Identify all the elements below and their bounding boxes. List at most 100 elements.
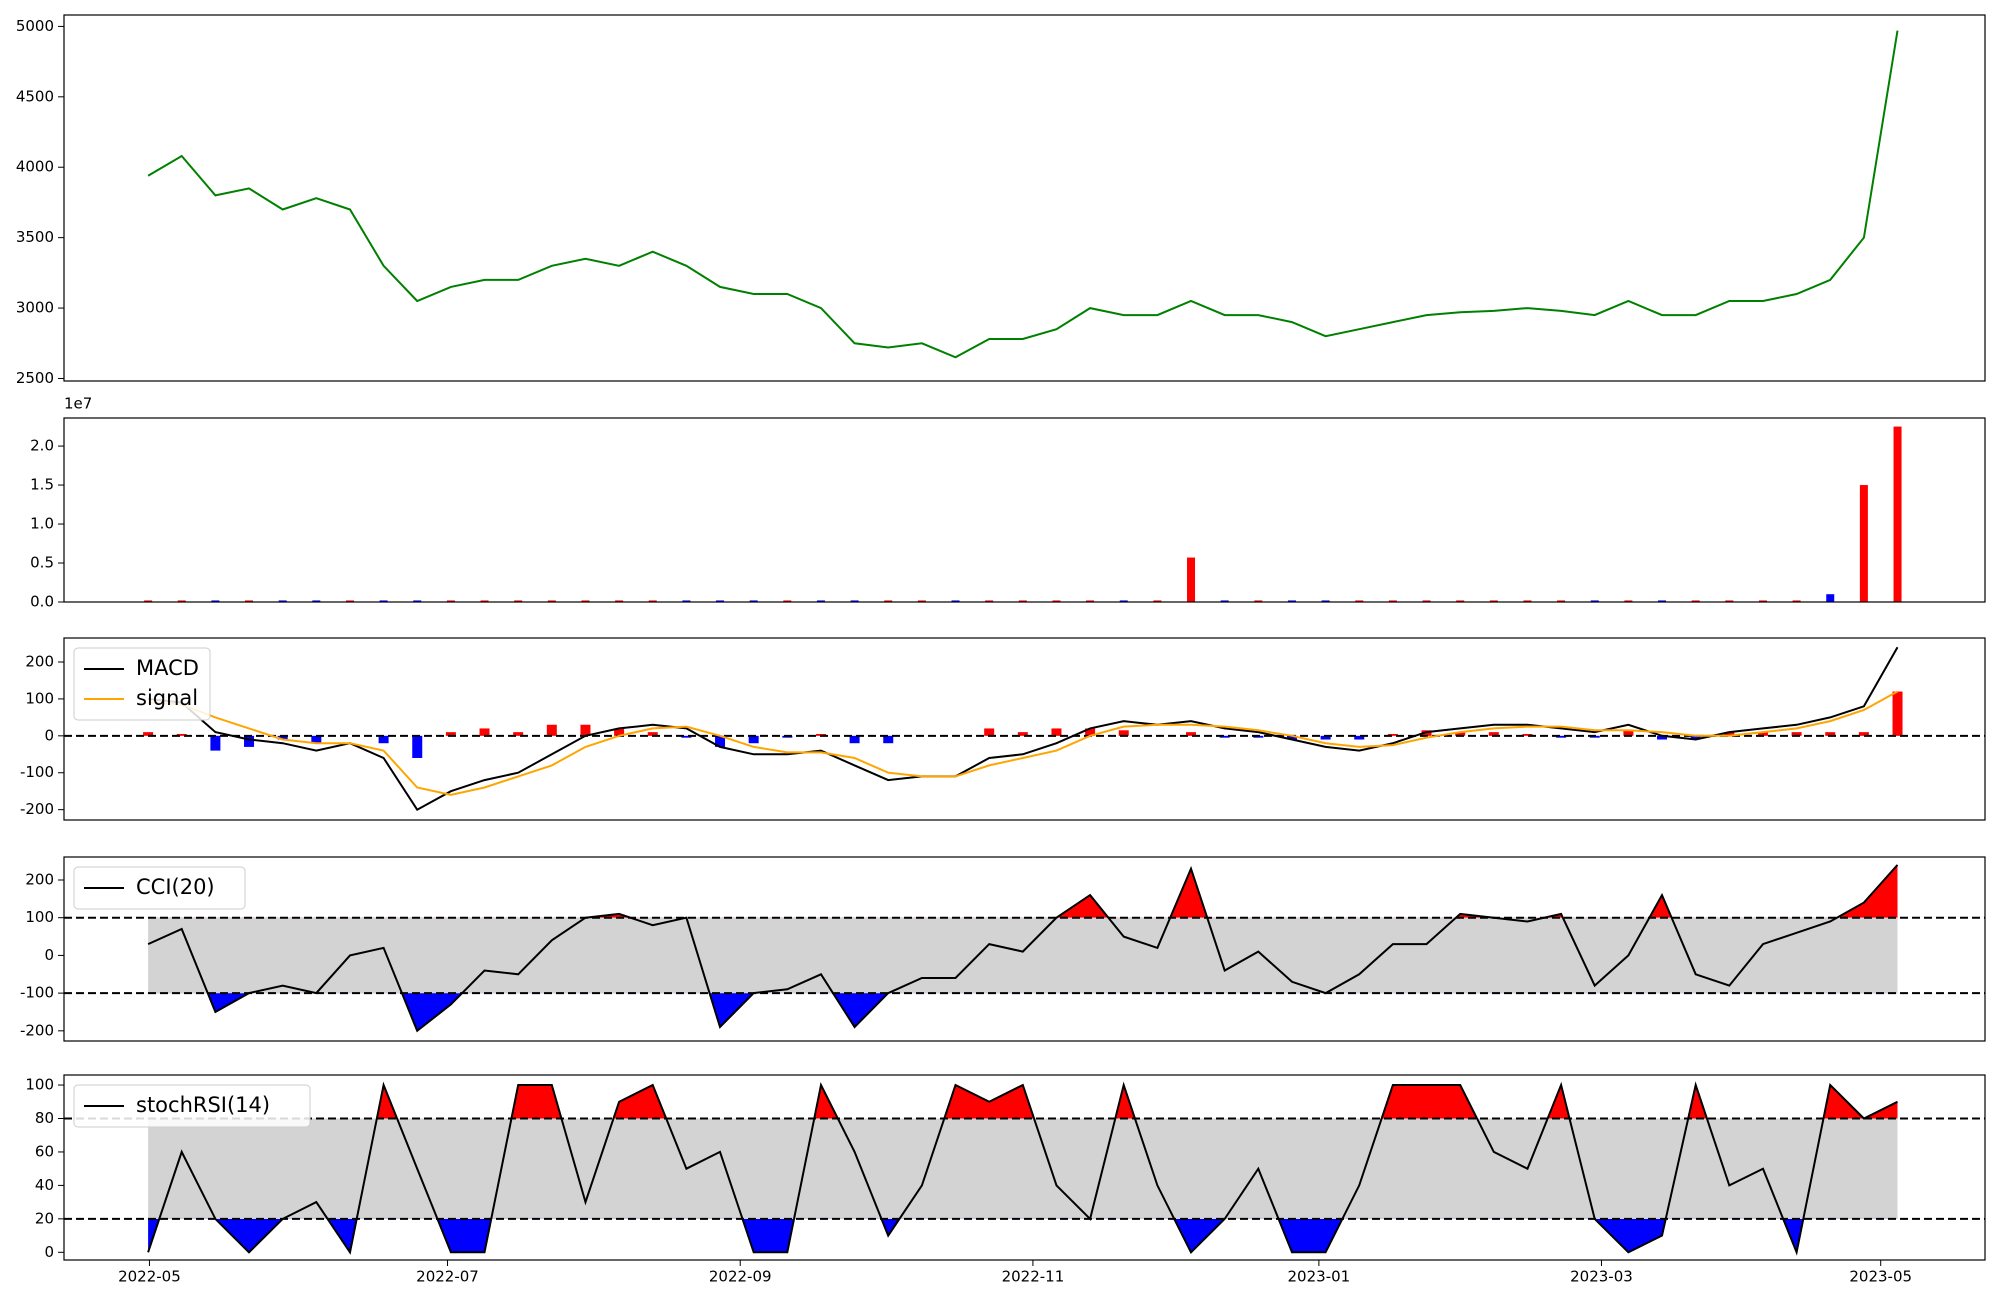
y-tick-label: 0.0 [30,593,54,611]
histogram-bar [883,735,894,744]
histogram-bar [748,735,759,744]
volume-bar [884,600,893,602]
volume-bar [1422,600,1431,602]
indicator-line [147,646,1899,812]
x-tick-label: 2022-07 [416,1268,479,1286]
volume-bar [1388,600,1397,602]
legend-label: CCI(20) [136,875,215,899]
y-tick-label: -100 [20,984,54,1002]
volume-bar [379,600,388,602]
y-tick-label: -200 [20,1021,54,1039]
y-tick-label: -200 [20,800,54,818]
panel-frame [63,1074,1986,1261]
overbought-fill [148,1085,1898,1119]
histogram-bar [1690,735,1701,740]
histogram-bar [1623,730,1634,736]
indicator-line [147,864,1899,1033]
volume-bar [749,600,758,602]
histogram-bar [1320,735,1331,740]
volume-bar [1018,600,1027,602]
histogram-bar [681,735,692,738]
histogram-bar [1387,733,1398,736]
histogram-bar [1286,735,1297,740]
volume-bar [177,600,186,602]
volume-bar [816,600,825,602]
volume-bar [1792,600,1801,602]
histogram-bar [277,735,288,740]
x-tick-label: 2022-05 [118,1268,181,1286]
y-tick-label: 5000 [16,17,54,35]
histogram-bar [1085,728,1096,736]
histogram-bar [1219,735,1230,738]
x-tick-label: 2022-11 [1002,1268,1065,1286]
y-tick-label: 4000 [16,158,54,176]
volume-bar [1052,600,1061,602]
y-tick-label: 80 [35,1109,54,1127]
volume-bar [985,600,994,602]
histogram-bar [1858,732,1869,736]
panel-frame [63,856,1986,1042]
histogram-bar [143,732,154,736]
indicator-line [148,690,1898,796]
histogram-bar [1892,691,1903,736]
histogram-bar [1724,732,1735,736]
histogram-bar [176,733,187,736]
y-tick-label: 100 [25,1076,54,1094]
neutral-band [148,917,1898,994]
volume-bar [278,600,287,602]
volume-bar [413,600,422,602]
histogram-bar [984,728,995,736]
price-line [147,30,1899,359]
histogram-bar [546,724,557,736]
histogram-bar [1118,730,1129,736]
histogram-bar [1757,732,1768,736]
y-tick-label: 2.0 [30,437,54,455]
offset-label: 1e7 [64,395,92,413]
histogram-bar [1522,733,1533,736]
legend-box [73,1084,311,1128]
volume-bar [245,600,254,602]
histogram-bar [614,728,625,736]
legend-box [73,647,211,721]
histogram-bar [1556,735,1567,738]
volume-bar [1153,600,1162,602]
x-tick-label: 2023-01 [1288,1268,1351,1286]
y-tick-label: 1.0 [30,515,54,533]
histogram-bar [1791,732,1802,736]
volume-bar [1254,600,1263,602]
histogram-bar [1354,735,1365,740]
y-tick-label: 40 [35,1176,54,1194]
volume-bar [480,600,489,602]
y-tick-label: 60 [35,1142,54,1160]
volume-bar [1557,600,1566,602]
histogram-bar [580,724,591,736]
histogram-bar [647,732,658,736]
y-tick-label: 0.5 [30,554,54,572]
volume-bar [1691,600,1700,602]
y-tick-label: 4500 [16,87,54,105]
y-tick-label: 100 [25,689,54,707]
volume-bar [1725,600,1734,602]
y-tick-label: -100 [20,763,54,781]
y-tick-label: 20 [35,1209,54,1227]
volume-bar [1287,600,1296,602]
indicator-line [147,1081,1898,1256]
histogram-bar [479,728,490,736]
volume-bar [581,600,590,602]
histogram-bar [445,732,456,736]
volume-bar [1119,600,1128,602]
volume-bar [1355,600,1364,602]
volume-bar [211,600,220,602]
volume-bar [1489,600,1498,602]
volume-bar [615,600,624,602]
histogram-bar [1455,732,1466,736]
volume-bar [850,600,859,602]
volume-bar [783,600,792,602]
histogram-bar [244,735,255,747]
y-tick-label: 0 [44,1243,54,1261]
volume-bar [716,600,725,602]
y-tick-label: 200 [25,871,54,889]
volume-bar [345,600,354,602]
volume-bar [547,600,556,602]
